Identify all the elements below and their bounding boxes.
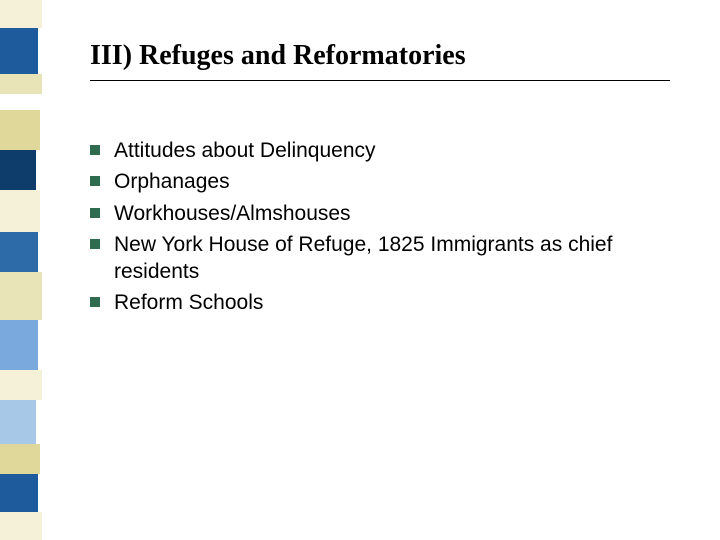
sidebar-stripe [0, 400, 36, 444]
bullet-square-icon [90, 297, 100, 307]
bullet-text: Attitudes about Delinquency [114, 137, 376, 164]
list-item: Attitudes about Delinquency [90, 137, 670, 164]
bullet-square-icon [90, 208, 100, 218]
sidebar-stripe [0, 110, 40, 150]
sidebar-stripe [0, 474, 38, 512]
bullet-square-icon [90, 176, 100, 186]
bullet-square-icon [90, 145, 100, 155]
sidebar-stripe [0, 94, 36, 110]
list-item: Reform Schools [90, 289, 670, 316]
list-item: Workhouses/Almshouses [90, 200, 670, 227]
bullet-text: Reform Schools [114, 289, 263, 316]
bullet-text: New York House of Refuge, 1825 Immigrant… [114, 231, 670, 286]
sidebar-stripe [0, 232, 38, 272]
sidebar-stripe [0, 150, 36, 190]
slide-title: III) Refuges and Reformatories [90, 40, 670, 81]
list-item: Orphanages [90, 168, 670, 195]
sidebar-stripe [0, 272, 42, 320]
sidebar-stripe [0, 444, 40, 474]
sidebar-stripe [0, 0, 42, 28]
bullet-text: Workhouses/Almshouses [114, 200, 351, 227]
sidebar-stripe [0, 512, 42, 540]
decorative-sidebar [0, 0, 42, 540]
sidebar-stripe [0, 190, 40, 232]
bullet-list: Attitudes about Delinquency Orphanages Wor… [90, 137, 670, 317]
sidebar-stripe [0, 74, 42, 94]
sidebar-stripe [0, 320, 38, 370]
list-item: New York House of Refuge, 1825 Immigrant… [90, 231, 670, 286]
bullet-text: Orphanages [114, 168, 230, 195]
bullet-square-icon [90, 239, 100, 249]
sidebar-stripe [0, 370, 42, 400]
slide-content: III) Refuges and Reformatories Attitudes… [90, 40, 670, 321]
sidebar-stripe [0, 28, 38, 74]
